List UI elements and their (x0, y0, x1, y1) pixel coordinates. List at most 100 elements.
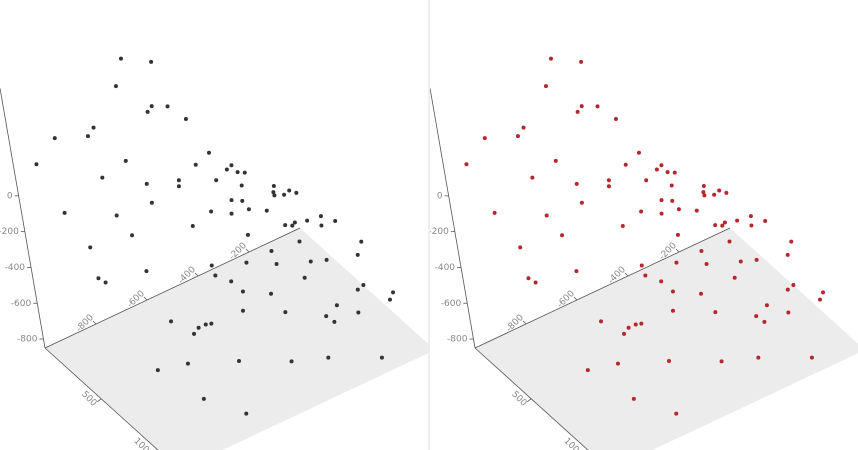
point (639, 209, 644, 214)
point (754, 314, 759, 319)
point (209, 321, 214, 326)
point (575, 109, 580, 114)
point (748, 214, 753, 219)
point (674, 260, 679, 265)
point (144, 181, 149, 186)
point (379, 355, 384, 360)
point (246, 207, 251, 212)
point (213, 273, 218, 278)
z-axis (0, 88, 46, 349)
point (318, 214, 323, 219)
point (606, 178, 611, 183)
point (356, 310, 361, 315)
point (282, 192, 287, 197)
y-tick (97, 398, 102, 403)
point (672, 170, 677, 175)
z-tick-label: 0 (437, 191, 443, 201)
point (738, 259, 743, 264)
point (192, 331, 197, 336)
point (387, 297, 392, 302)
x-tick (624, 272, 629, 277)
point (644, 178, 649, 183)
point (623, 162, 628, 167)
point (193, 162, 198, 167)
point (727, 239, 732, 244)
x-tick (92, 320, 97, 325)
point (34, 162, 39, 167)
point (763, 218, 768, 223)
point (674, 411, 679, 416)
point (712, 192, 717, 197)
point (297, 239, 302, 244)
point (622, 331, 627, 336)
point (333, 218, 338, 223)
point (190, 223, 195, 228)
point (530, 175, 535, 180)
point (720, 223, 725, 228)
point (631, 396, 636, 401)
point (264, 208, 269, 213)
x-tick (194, 272, 199, 277)
x-tick (675, 248, 680, 253)
point (145, 109, 150, 114)
x-axis (474, 227, 731, 349)
point (785, 252, 790, 257)
point (659, 279, 664, 284)
point (224, 167, 229, 172)
point (717, 188, 722, 193)
point (756, 355, 761, 360)
point (464, 162, 469, 167)
x-tick (522, 320, 527, 325)
point (699, 248, 704, 253)
z-tick-label: -600 (441, 299, 462, 309)
point (754, 257, 759, 262)
floor (475, 228, 858, 450)
point (240, 308, 245, 313)
point (274, 261, 279, 266)
point (183, 116, 188, 121)
point (144, 269, 149, 274)
point (355, 252, 360, 257)
point (244, 260, 249, 265)
point (701, 184, 706, 189)
z-tick-label: -200 (428, 227, 449, 237)
point (201, 396, 206, 401)
point (114, 213, 119, 218)
point (789, 239, 794, 244)
point (526, 276, 531, 281)
point (149, 59, 154, 64)
point (88, 245, 93, 250)
point (791, 283, 796, 288)
point (785, 287, 790, 292)
point (103, 280, 108, 285)
point (749, 223, 754, 228)
point (242, 170, 247, 175)
point (324, 257, 329, 262)
point (669, 183, 674, 188)
point (643, 273, 648, 278)
point (359, 239, 364, 244)
point (271, 184, 276, 189)
point (214, 178, 219, 183)
point (361, 283, 366, 288)
point (764, 303, 769, 308)
point (515, 134, 520, 139)
point (702, 193, 707, 198)
point (130, 233, 135, 238)
point (732, 275, 737, 280)
point (543, 84, 548, 89)
point (123, 158, 128, 163)
point (579, 200, 584, 205)
point (574, 269, 579, 274)
point (704, 261, 709, 266)
point (85, 134, 90, 139)
point (670, 198, 675, 203)
point (613, 116, 618, 121)
point (229, 211, 234, 216)
point (639, 321, 644, 326)
z-tick-label: -600 (11, 299, 32, 309)
point (355, 287, 360, 292)
point (606, 184, 611, 189)
